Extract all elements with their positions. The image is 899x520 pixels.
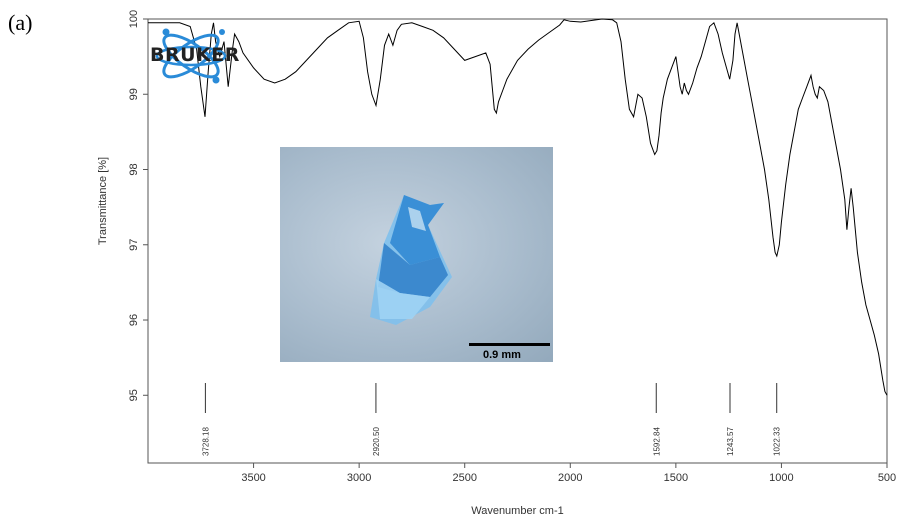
peak-marker-label: 2920.50 — [372, 427, 381, 456]
y-tick-label: 97 — [128, 239, 140, 251]
bruker-logo: BRUKER — [146, 20, 276, 92]
x-tick-label: 3500 — [241, 472, 265, 484]
x-axis-title: Wavenumber cm-1 — [471, 505, 564, 517]
plot-frame — [147, 18, 888, 464]
x-tick-label: 500 — [878, 472, 896, 484]
scale-bar-label: 0.9 mm — [483, 349, 521, 361]
y-tick-label: 99 — [128, 88, 140, 100]
y-tick-label: 95 — [128, 389, 140, 401]
peak-marker-label: 3728.18 — [201, 427, 210, 456]
x-tick-label: 2000 — [558, 472, 582, 484]
y-tick-label: 100 — [128, 10, 140, 28]
atom-orbit-icon — [155, 28, 227, 84]
x-axis-ticks: 3500 3000 2500 2000 1500 1000 500 — [241, 463, 896, 484]
peak-markers: 3728.18 2920.50 1592.84 1243.57 1022.33 — [201, 383, 782, 456]
x-tick-label: 3000 — [347, 472, 371, 484]
peak-marker-label: 1243.57 — [726, 427, 735, 456]
scale-bar — [469, 343, 550, 346]
crystal-image — [370, 195, 452, 325]
panel-label: (a) — [8, 10, 33, 35]
y-axis-ticks: 95 96 97 98 99 100 — [128, 10, 148, 401]
crystal-photo-inset: 0.9 mm — [280, 147, 553, 362]
y-tick-label: 98 — [128, 163, 140, 175]
x-tick-label: 1000 — [769, 472, 793, 484]
x-tick-label: 2500 — [452, 472, 476, 484]
x-tick-label: 1500 — [664, 472, 688, 484]
spectrum-line — [148, 18, 888, 396]
peak-marker-label: 1592.84 — [652, 427, 661, 456]
y-axis-title: Transmittance [%] — [97, 157, 109, 245]
y-tick-label: 96 — [128, 314, 140, 326]
peak-marker-label: 1022.33 — [773, 427, 782, 456]
bruker-logo-text: BRUKER — [150, 44, 240, 66]
